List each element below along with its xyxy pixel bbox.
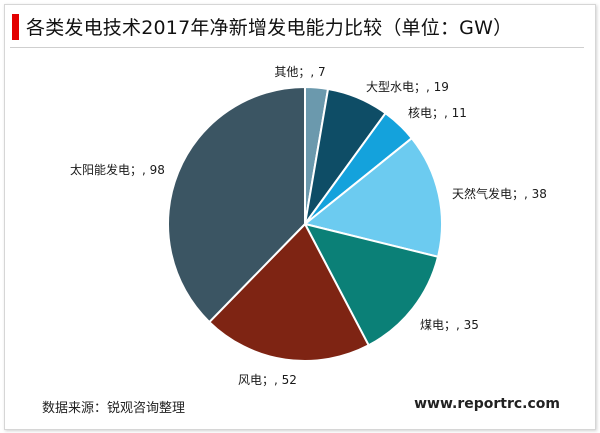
pie-slice-3 bbox=[302, 136, 443, 258]
slice-label-1: 大型水电；, 19 bbox=[366, 80, 449, 94]
slice-label-3: 天然气发电；, 38 bbox=[452, 186, 547, 201]
slice-label-2: 核电；, 11 bbox=[408, 106, 467, 120]
slice-label-0: 其他；, 7 bbox=[274, 65, 325, 79]
slice-label-5: 风电；, 52 bbox=[238, 373, 297, 387]
website-url: www.reportrc.com bbox=[414, 396, 560, 412]
pie-slice-4 bbox=[303, 222, 440, 347]
title-accent-bar bbox=[12, 14, 19, 40]
slice-label-4: 煤电；, 35 bbox=[420, 318, 479, 332]
pie-slice-5 bbox=[207, 222, 371, 362]
slice-label-6: 太阳能发电；, 98 bbox=[70, 162, 165, 177]
data-source: 数据来源：锐观咨询整理 bbox=[42, 401, 186, 416]
title-divider bbox=[10, 47, 584, 48]
pie-slice-6 bbox=[167, 85, 306, 324]
chart-title: 各类发电技术2017年净新增发电能力比较（单位：GW） bbox=[26, 17, 513, 39]
